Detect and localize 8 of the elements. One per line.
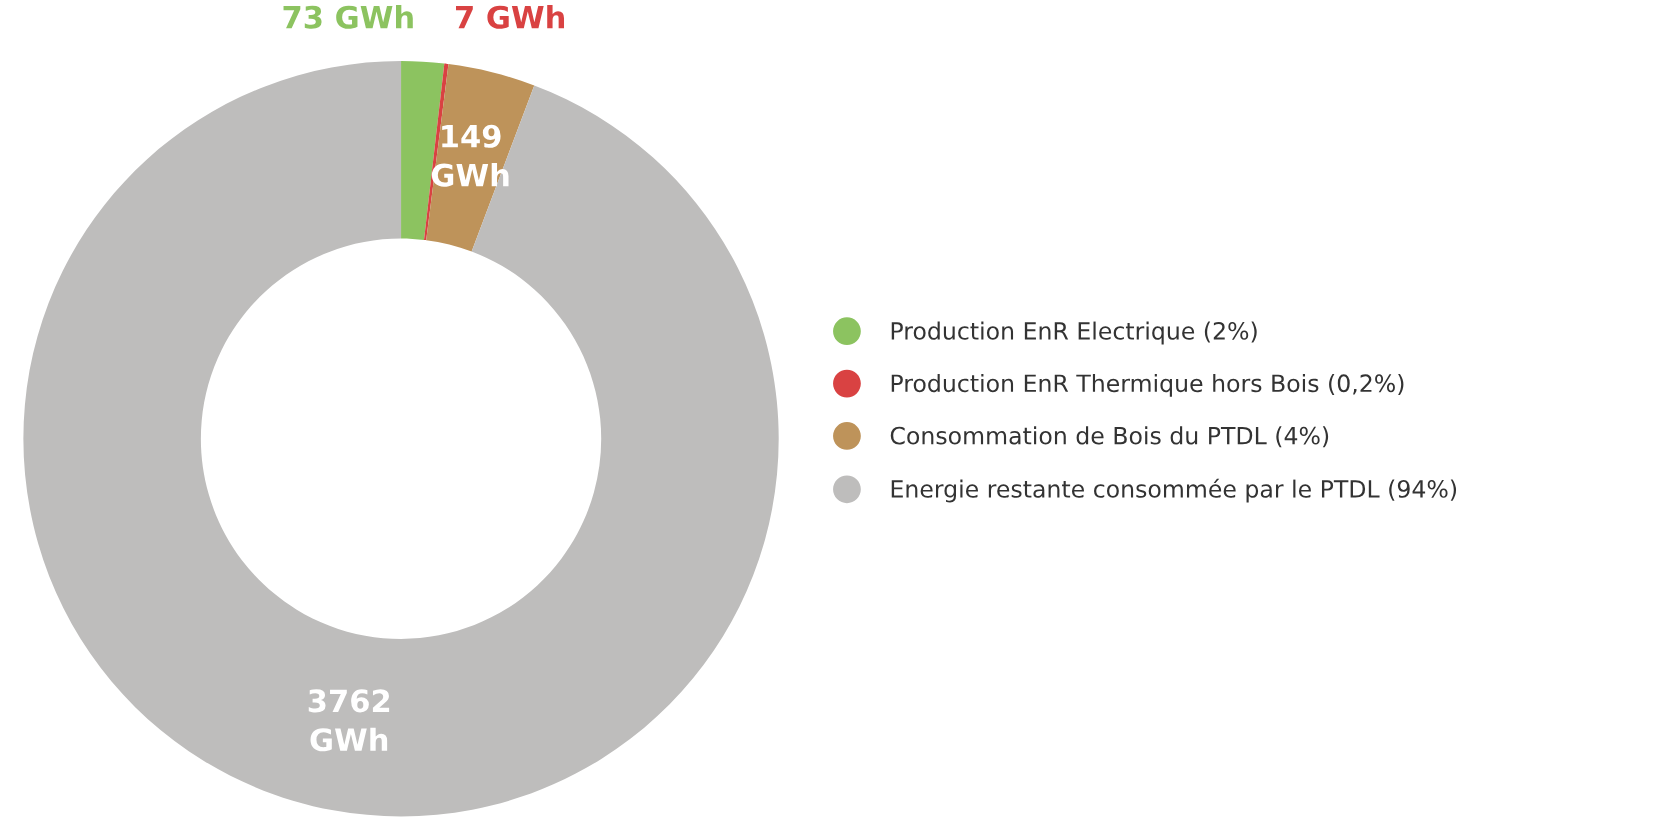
- data-label: 73 GWh: [283, 5, 413, 29]
- legend-label: Energie restante consommée par le PTDL (94%): [891, 478, 1457, 503]
- legend-label: Production EnR Electrique (2%): [891, 321, 1257, 345]
- legend-label: Production EnR Thermique hors Bois (0,2%): [891, 373, 1404, 397]
- donut-slice: [23, 61, 779, 817]
- legend-label: Consommation de Bois du PTDL (4%): [890, 426, 1329, 448]
- data-label: 7 GWh: [456, 5, 565, 29]
- data-label: 3762 GWh: [308, 689, 390, 752]
